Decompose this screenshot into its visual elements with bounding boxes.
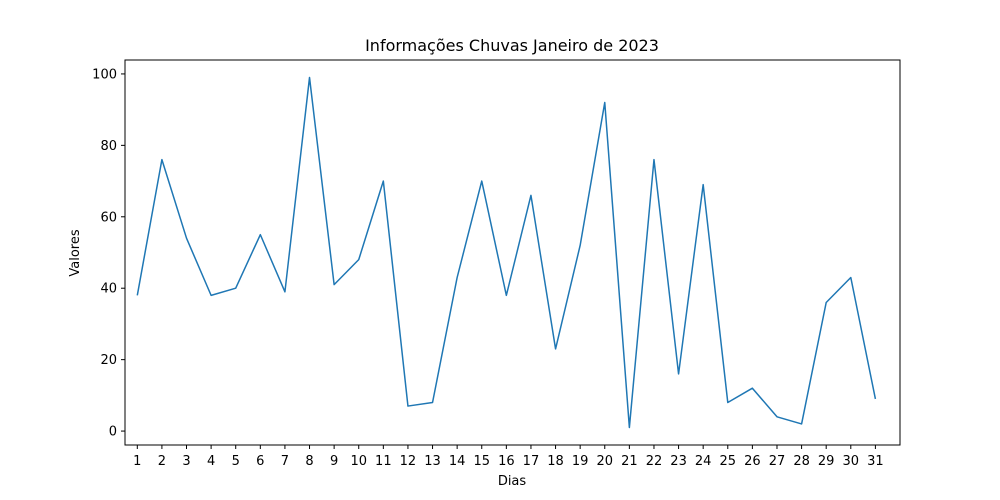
x-tick-label: 16 — [498, 454, 515, 469]
x-tick-label: 25 — [720, 454, 737, 469]
y-tick-label: 80 — [100, 139, 117, 154]
x-tick-label: 5 — [232, 454, 240, 469]
x-tick-label: 10 — [350, 454, 367, 469]
x-tick-label: 21 — [621, 454, 638, 469]
x-tick-label: 24 — [695, 454, 712, 469]
y-axis: 0 20 40 60 80 100 — [92, 67, 125, 440]
x-tick-label: 18 — [547, 454, 564, 469]
x-tick-label: 6 — [256, 454, 264, 469]
x-tick-label: 26 — [744, 454, 761, 469]
x-tick-label: 12 — [400, 454, 417, 469]
x-axis: 1 2 3 4 5 6 7 8 9 10 11 12 13 14 15 16 17 18 19 20 21 22 23 24 2… — [133, 445, 884, 469]
y-tick-label: 100 — [92, 67, 117, 82]
x-tick-label: 1 — [133, 454, 141, 469]
x-tick-label: 11 — [375, 454, 392, 469]
chart-title: Informações Chuvas Janeiro de 2023 — [365, 36, 659, 55]
x-axis-label: Dias — [498, 474, 527, 489]
x-tick-label: 22 — [646, 454, 663, 469]
x-tick-label: 3 — [182, 454, 190, 469]
x-tick-label: 31 — [867, 454, 884, 469]
x-tick-label: 28 — [793, 454, 810, 469]
x-tick-label: 23 — [670, 454, 687, 469]
x-tick-label: 15 — [473, 454, 490, 469]
x-tick-label: 29 — [818, 454, 835, 469]
x-tick-label: 4 — [207, 454, 215, 469]
x-tick-label: 2 — [158, 454, 166, 469]
x-tick-label: 20 — [596, 454, 613, 469]
x-tick-label: 13 — [424, 454, 441, 469]
x-tick-label: 17 — [523, 454, 540, 469]
x-tick-label: 9 — [330, 454, 338, 469]
x-tick-label: 8 — [305, 454, 313, 469]
y-tick-label: 40 — [100, 282, 117, 297]
series-line — [136, 76, 877, 429]
plot-area — [124, 59, 901, 446]
x-tick-label: 30 — [843, 454, 860, 469]
x-tick-label: 19 — [572, 454, 589, 469]
x-tick-label: 7 — [281, 454, 289, 469]
y-tick-label: 20 — [100, 353, 117, 368]
y-tick-label: 0 — [109, 425, 117, 440]
x-tick-label: 14 — [449, 454, 466, 469]
x-tick-label: 27 — [769, 454, 786, 469]
y-tick-label: 60 — [100, 210, 117, 225]
y-axis-label: Valores — [68, 229, 83, 276]
